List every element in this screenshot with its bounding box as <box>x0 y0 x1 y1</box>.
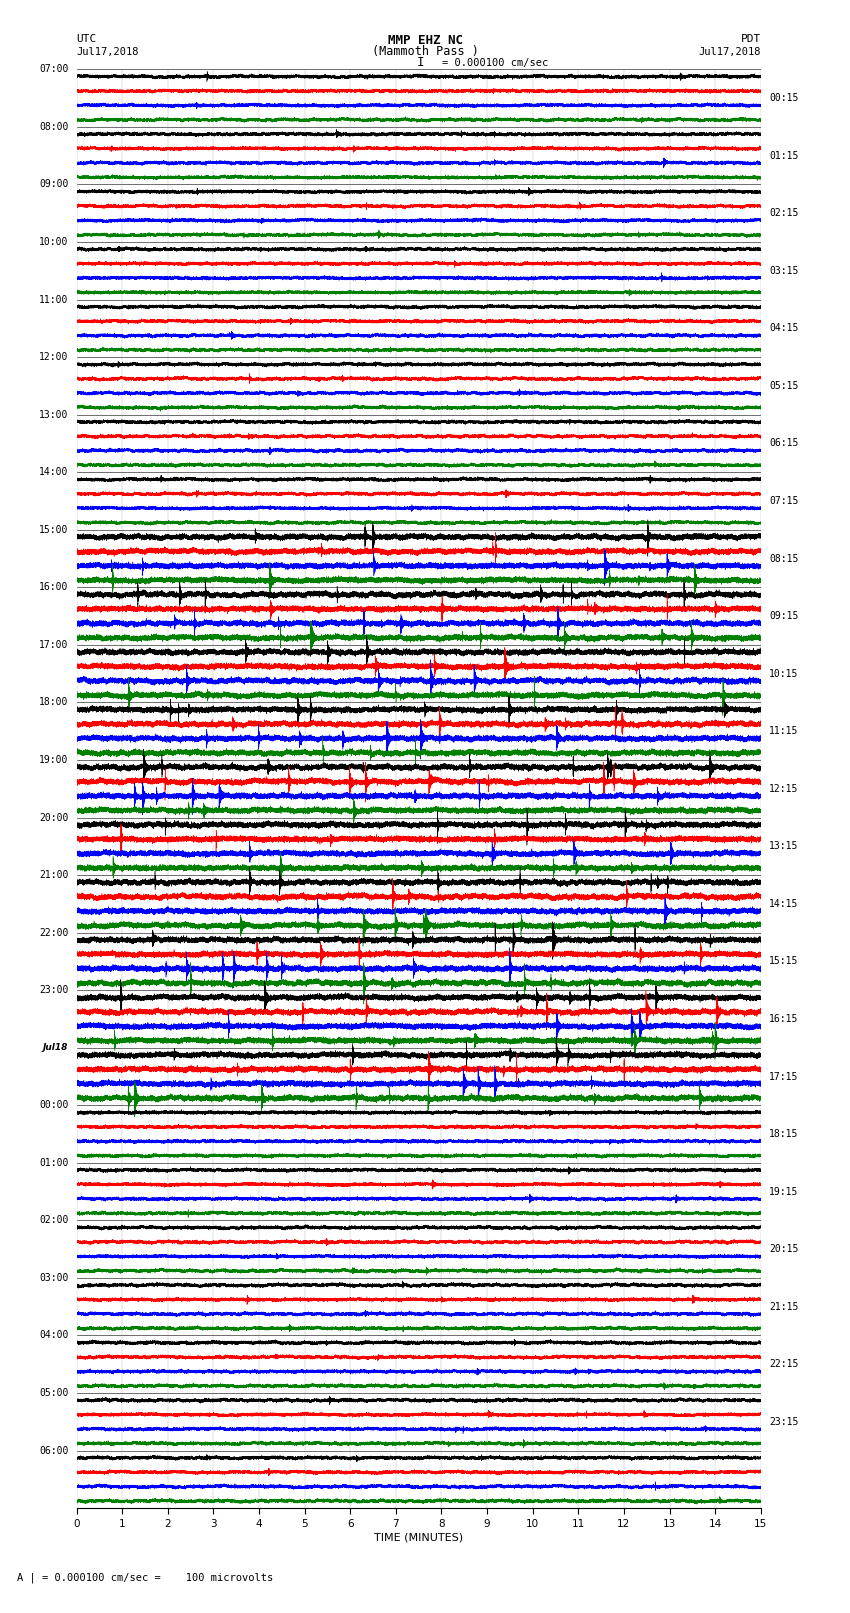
Text: 23:15: 23:15 <box>769 1416 798 1428</box>
Text: Jul17,2018: Jul17,2018 <box>698 47 761 56</box>
Text: 08:15: 08:15 <box>769 553 798 563</box>
Text: 02:00: 02:00 <box>39 1216 68 1226</box>
Text: 14:15: 14:15 <box>769 898 798 908</box>
Text: 19:15: 19:15 <box>769 1187 798 1197</box>
Text: 17:15: 17:15 <box>769 1071 798 1081</box>
Text: 07:00: 07:00 <box>39 65 68 74</box>
Text: 16:15: 16:15 <box>769 1015 798 1024</box>
Text: 15:15: 15:15 <box>769 957 798 966</box>
Text: 07:15: 07:15 <box>769 497 798 506</box>
Text: 18:00: 18:00 <box>39 697 68 708</box>
Text: 10:15: 10:15 <box>769 669 798 679</box>
X-axis label: TIME (MINUTES): TIME (MINUTES) <box>374 1532 463 1542</box>
Text: 05:00: 05:00 <box>39 1389 68 1398</box>
Text: 11:15: 11:15 <box>769 726 798 736</box>
Text: (Mammoth Pass ): (Mammoth Pass ) <box>371 45 479 58</box>
Text: 04:00: 04:00 <box>39 1331 68 1340</box>
Text: Jul18: Jul18 <box>42 1044 68 1052</box>
Text: 03:15: 03:15 <box>769 266 798 276</box>
Text: A | = 0.000100 cm/sec =    100 microvolts: A | = 0.000100 cm/sec = 100 microvolts <box>17 1573 273 1582</box>
Text: 08:00: 08:00 <box>39 123 68 132</box>
Text: 17:00: 17:00 <box>39 640 68 650</box>
Text: 09:15: 09:15 <box>769 611 798 621</box>
Text: 23:00: 23:00 <box>39 986 68 995</box>
Text: 00:15: 00:15 <box>769 94 798 103</box>
Text: 01:15: 01:15 <box>769 150 798 161</box>
Text: 20:00: 20:00 <box>39 813 68 823</box>
Text: 06:00: 06:00 <box>39 1445 68 1455</box>
Text: 13:00: 13:00 <box>39 410 68 419</box>
Text: 22:15: 22:15 <box>769 1360 798 1369</box>
Text: 02:15: 02:15 <box>769 208 798 218</box>
Text: UTC: UTC <box>76 34 97 44</box>
Text: 00:00: 00:00 <box>39 1100 68 1110</box>
Text: 21:00: 21:00 <box>39 869 68 881</box>
Text: 12:00: 12:00 <box>39 352 68 361</box>
Text: 09:00: 09:00 <box>39 179 68 189</box>
Text: = 0.000100 cm/sec: = 0.000100 cm/sec <box>442 58 548 68</box>
Text: 01:00: 01:00 <box>39 1158 68 1168</box>
Text: 14:00: 14:00 <box>39 468 68 477</box>
Text: 16:00: 16:00 <box>39 582 68 592</box>
Text: 03:00: 03:00 <box>39 1273 68 1282</box>
Text: 06:15: 06:15 <box>769 439 798 448</box>
Text: 20:15: 20:15 <box>769 1244 798 1255</box>
Text: MMP EHZ NC: MMP EHZ NC <box>388 34 462 47</box>
Text: I: I <box>417 56 424 69</box>
Text: 18:15: 18:15 <box>769 1129 798 1139</box>
Text: 22:00: 22:00 <box>39 927 68 937</box>
Text: PDT: PDT <box>740 34 761 44</box>
Text: 10:00: 10:00 <box>39 237 68 247</box>
Text: Jul17,2018: Jul17,2018 <box>76 47 139 56</box>
Text: 21:15: 21:15 <box>769 1302 798 1311</box>
Text: 13:15: 13:15 <box>769 842 798 852</box>
Text: 04:15: 04:15 <box>769 323 798 334</box>
Text: 05:15: 05:15 <box>769 381 798 390</box>
Text: 11:00: 11:00 <box>39 295 68 305</box>
Text: 12:15: 12:15 <box>769 784 798 794</box>
Text: 15:00: 15:00 <box>39 524 68 536</box>
Text: 19:00: 19:00 <box>39 755 68 765</box>
